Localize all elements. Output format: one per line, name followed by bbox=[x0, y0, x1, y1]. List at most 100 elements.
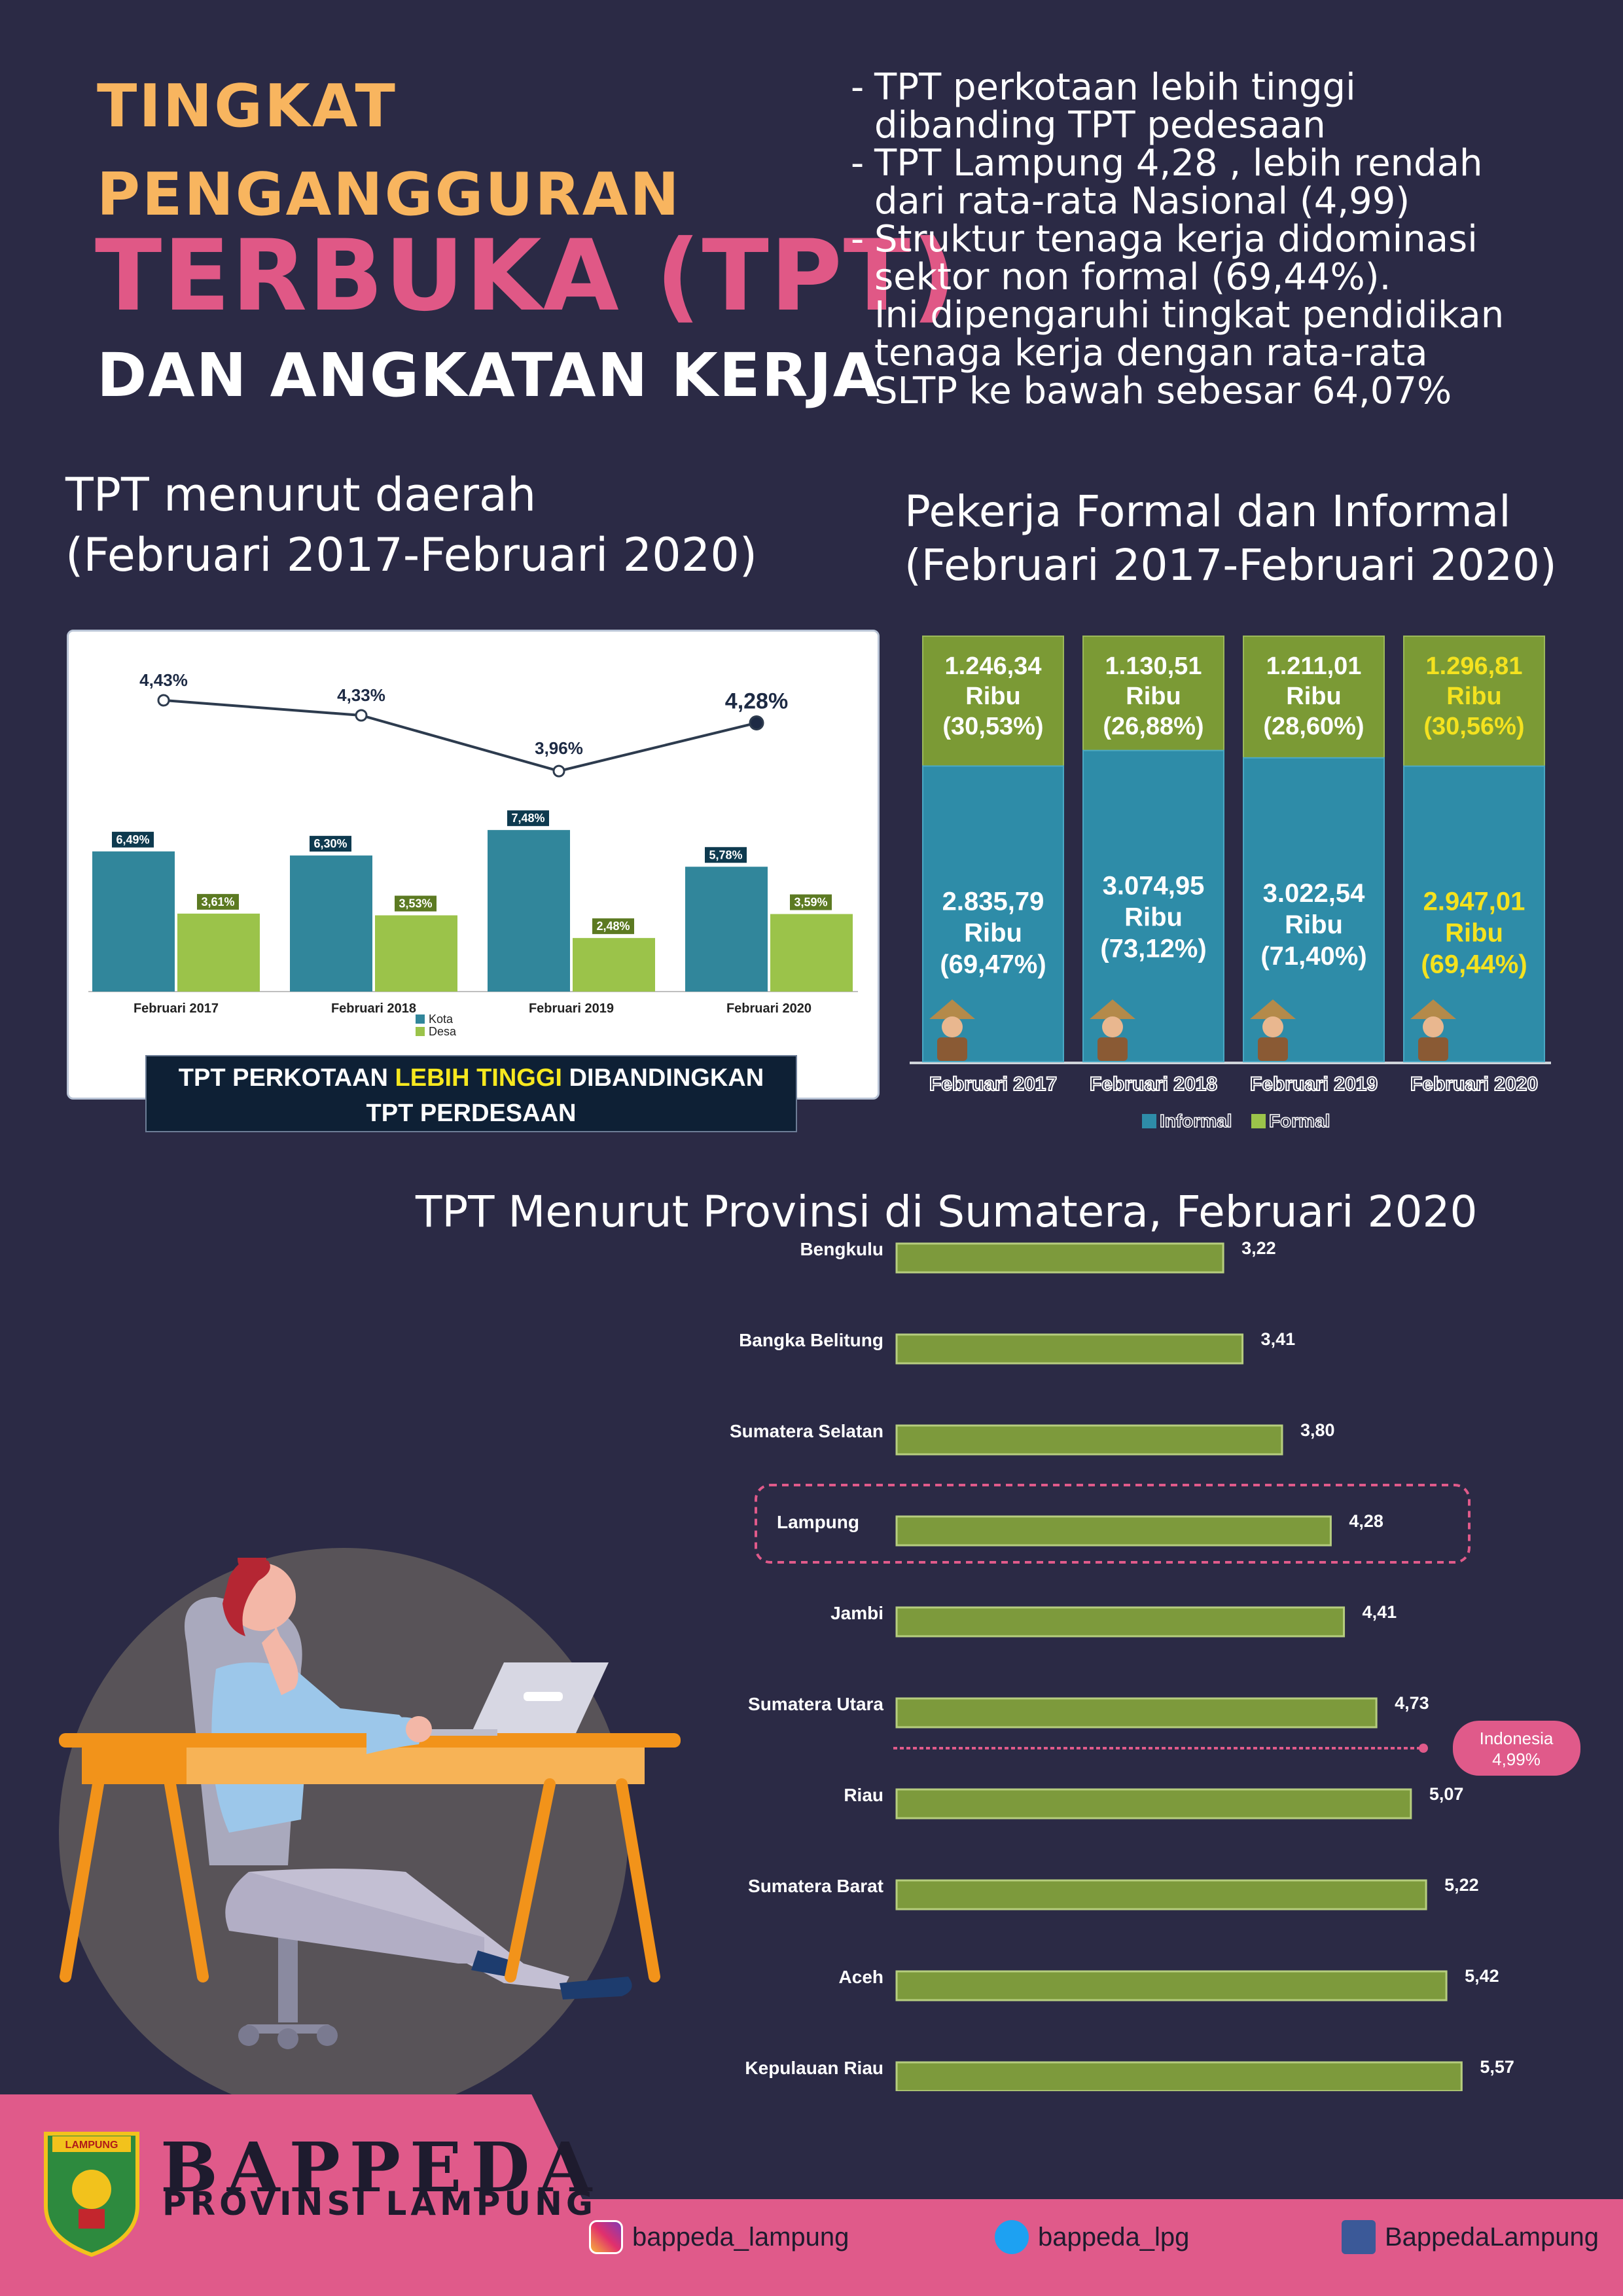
bar-kota bbox=[92, 851, 175, 992]
province-bar bbox=[895, 1697, 1378, 1729]
worker-head-icon bbox=[1423, 1016, 1444, 1037]
relaxed-worker-illustration bbox=[59, 1558, 681, 2049]
instagram-icon bbox=[589, 2220, 623, 2254]
province-value-label: 4,73 bbox=[1395, 1693, 1429, 1713]
province-value-label: 3,80 bbox=[1300, 1420, 1335, 1440]
section2-title-line2: (Februari 2017-Februari 2020) bbox=[904, 540, 1557, 590]
province-bar bbox=[895, 1788, 1412, 1820]
section3-title: TPT Menurut Provinsi di Sumatera, Februa… bbox=[416, 1187, 1478, 1237]
emblem-text: LAMPUNG bbox=[65, 2140, 118, 2151]
key-points: - TPT perkotaan lebih tinggi dibanding TP… bbox=[851, 69, 1603, 410]
label-box-desa bbox=[790, 894, 832, 910]
province-chart: Bengkulu 3,22 Bangka Belitung 3,41 Sumatera … bbox=[730, 1238, 1580, 2120]
section1-title-line2: (Februari 2017-Februari 2020) bbox=[65, 528, 758, 582]
tpt-daerah-chart: 6,49% 3,61% Februari 2017 6,30% 3,53% Februar… bbox=[88, 670, 858, 1038]
x-tick-label: Februari 2017 bbox=[134, 1001, 219, 1016]
worker-head-icon bbox=[942, 1016, 963, 1037]
worker-hat-icon bbox=[1410, 999, 1456, 1019]
province-value-label: 5,22 bbox=[1444, 1875, 1479, 1895]
data-label-desa: 3,61% bbox=[201, 895, 234, 908]
section2-title-line1: Pekerja Formal dan Informal bbox=[904, 486, 1511, 537]
facebook-link[interactable]: BappedaLampung bbox=[1342, 2220, 1599, 2254]
province-bar bbox=[895, 1333, 1244, 1365]
legend-label-informal: Informal bbox=[1160, 1111, 1232, 1131]
key-point: - Struktur tenaga kerja didominasi sektor… bbox=[851, 218, 1505, 412]
label-box-kota bbox=[112, 831, 154, 848]
title-line-3: TERBUKA (TPT) bbox=[95, 219, 958, 333]
label-box-desa bbox=[592, 918, 634, 935]
formal-label-line: (30,53%) bbox=[942, 713, 1043, 740]
formal-label-line: 1.130,51 bbox=[1105, 653, 1202, 680]
banner-highlight: LEBIH TINGGI bbox=[395, 1064, 562, 1092]
reference-badge bbox=[1453, 1721, 1580, 1776]
twitter-handle: bappeda_lpg bbox=[1038, 2222, 1190, 2251]
data-label-desa: 3,53% bbox=[399, 897, 432, 910]
illustration-circle bbox=[59, 1548, 628, 2117]
reference-value: 4,99% bbox=[1492, 1749, 1541, 1769]
instagram-handle: bappeda_lampung bbox=[632, 2222, 849, 2251]
formal-label-line: (30,56%) bbox=[1423, 713, 1524, 740]
key-point: - TPT Lampung 4,28 , lebih rendah dari ra… bbox=[851, 142, 1483, 223]
tpt-point bbox=[749, 715, 764, 730]
instagram-link[interactable]: bappeda_lampung bbox=[589, 2220, 849, 2254]
worker-body-icon bbox=[937, 1037, 967, 1061]
legend-swatch-kota bbox=[416, 1014, 425, 1024]
reference-point bbox=[1419, 1744, 1428, 1753]
x-tick-label: Februari 2019 bbox=[529, 1001, 614, 1016]
bar-desa bbox=[573, 938, 655, 992]
formal-label-line: Ribu bbox=[1126, 683, 1181, 710]
worker-head-icon bbox=[1102, 1016, 1123, 1037]
key-point-text: TPT perkotaan lebih tinggi dibanding TPT… bbox=[874, 66, 1356, 147]
x-tick-label: Februari 2017 bbox=[929, 1073, 1057, 1095]
key-point-text: Struktur tenaga kerja didominasi sektor … bbox=[874, 218, 1505, 412]
informal-label-line: (73,12%) bbox=[1100, 935, 1206, 963]
province-bar bbox=[895, 1515, 1332, 1547]
twitter-link[interactable]: bappeda_lpg bbox=[995, 2220, 1189, 2254]
province-label: Bangka Belitung bbox=[739, 1330, 883, 1350]
legend-label-desa: Desa bbox=[429, 1025, 457, 1038]
label-box-desa bbox=[395, 895, 437, 912]
worker-body-icon bbox=[1097, 1037, 1128, 1061]
informal-label-line: 3.074,95 bbox=[1103, 872, 1205, 901]
bar-kota bbox=[685, 867, 768, 992]
tpt-banner: TPT PERKOTAAN LEBIH TINGGI DIBANDINGKAN … bbox=[145, 1055, 797, 1132]
section1-title-line1: TPT menurut daerah bbox=[65, 468, 537, 522]
formal-label-line: Ribu bbox=[1286, 683, 1341, 710]
legend-swatch-desa bbox=[416, 1027, 425, 1036]
worker-hat-icon bbox=[929, 999, 975, 1019]
worker-hat-icon bbox=[1090, 999, 1135, 1019]
formal-label-line: (26,88%) bbox=[1103, 713, 1204, 740]
province-bar bbox=[895, 1424, 1283, 1456]
province-bar bbox=[895, 1879, 1427, 1910]
brand-subtitle: PROVINSI LAMPUNG bbox=[162, 2185, 597, 2223]
title-line-2: PENGANGGURAN bbox=[97, 160, 681, 229]
formal-label-line: 1.211,01 bbox=[1266, 653, 1362, 680]
legend-swatch-formal bbox=[1251, 1114, 1266, 1128]
province-label: Riau bbox=[844, 1785, 883, 1805]
province-value-label: 5,42 bbox=[1465, 1966, 1499, 1986]
bar-formal bbox=[1403, 636, 1545, 767]
tpt-line bbox=[163, 699, 757, 773]
province-bar bbox=[895, 1970, 1448, 2001]
worker-head-icon bbox=[1262, 1016, 1283, 1037]
tpt-point bbox=[157, 694, 170, 707]
banner-text-1: TPT PERKOTAAN bbox=[178, 1064, 395, 1092]
tpt-point-label: 4,43% bbox=[139, 670, 188, 690]
facebook-handle: BappedaLampung bbox=[1385, 2222, 1599, 2251]
province-bar bbox=[895, 1606, 1346, 1638]
twitter-icon bbox=[995, 2220, 1029, 2254]
province-bar bbox=[895, 2061, 1463, 2092]
province-value-label: 4,28 bbox=[1349, 1511, 1383, 1531]
data-label-kota: 7,48% bbox=[511, 812, 544, 825]
data-label-desa: 2,48% bbox=[596, 920, 630, 933]
province-value-label: 5,07 bbox=[1429, 1784, 1464, 1804]
facebook-icon bbox=[1342, 2220, 1376, 2254]
worker-body-icon bbox=[1418, 1037, 1448, 1061]
formal-label-line: 1.246,34 bbox=[945, 653, 1042, 680]
legend-label-formal: Formal bbox=[1269, 1111, 1330, 1131]
bar-formal bbox=[922, 636, 1064, 767]
label-box-kota bbox=[705, 847, 747, 863]
bar-kota bbox=[488, 830, 570, 992]
province-value-label: 5,57 bbox=[1480, 2057, 1514, 2077]
tpt-point bbox=[552, 764, 565, 778]
